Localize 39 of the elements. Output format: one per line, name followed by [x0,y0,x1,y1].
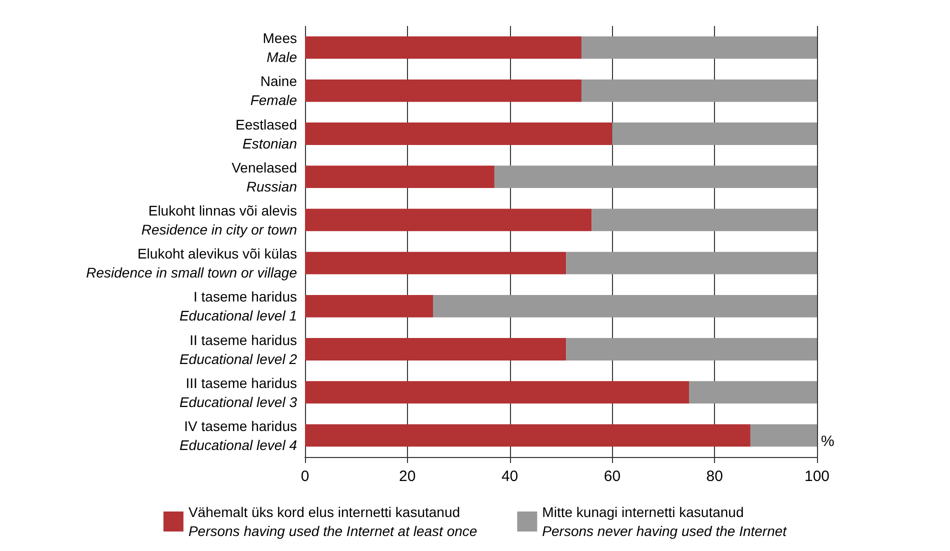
bar [305,294,433,318]
bar [433,294,817,318]
y-tick-label: I taseme haridus Educational level 1 [179,288,297,324]
y-tick-label: Venelased Russian [232,159,298,194]
bar [750,424,817,447]
bar [566,338,817,360]
bar [494,166,817,188]
y-tick-label: Elukoht alevikus või külas Residence in small town or village [86,246,298,281]
bar [612,122,817,145]
x-tick-label: 0 [300,468,310,485]
bar [305,79,582,102]
x-tick-label: 60 [604,468,621,485]
legend-label: Vähemalt üks kord elus internetti kasutanud Persons having used the Internet at least once [188,504,478,539]
y-tick-label: IV taseme haridus Educational level 4 [179,418,298,453]
bar [305,122,612,145]
bar [305,252,566,274]
bar [305,338,566,360]
bar [305,381,689,404]
bar [689,381,817,404]
bar [581,36,817,59]
y-tick-label: II taseme haridus Educational level 2 [179,332,298,367]
y-tick-label: Elukoht linnas või alevis Residence in city or town [141,202,298,238]
bar [305,208,592,232]
legend-label: Mitte kunagi internetti kasutanud Persons never having used the Internet [542,504,788,539]
x-axis-title: % [821,433,834,450]
y-tick-label: Naine Female [250,73,298,108]
x-tick-label: 20 [399,468,416,485]
bar [592,208,817,232]
x-tick-label: 40 [501,468,518,485]
y-tick-label: III taseme haridus Educational level 3 [179,374,298,410]
bar [566,252,817,274]
bar [305,166,494,188]
bar [581,79,817,102]
y-tick-label: Mees Male [262,30,298,66]
x-tick-label: 80 [706,468,723,485]
y-tick-label: Eestlased Estonian [236,116,298,152]
bar [305,36,582,59]
x-tick-label: 100 [804,468,830,485]
bar [305,424,750,447]
